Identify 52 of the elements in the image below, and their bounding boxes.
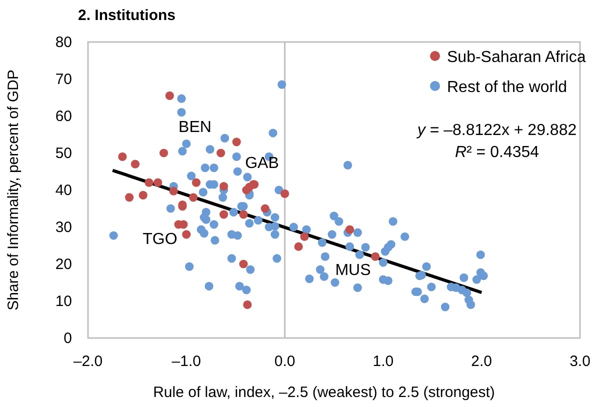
point xyxy=(345,225,354,234)
point xyxy=(182,230,191,239)
y-tick-label: 50 xyxy=(55,145,72,162)
point xyxy=(118,152,127,161)
annotation: BEN xyxy=(178,119,212,136)
x-tick-label: –1.0 xyxy=(172,353,201,370)
y-tick-label: 0 xyxy=(64,330,72,347)
annotation: y = –8.8122x + 29.882 xyxy=(416,122,577,139)
point xyxy=(371,252,380,261)
x-tick-label: 1.0 xyxy=(372,353,394,370)
legend-label: Sub-Saharan Africa xyxy=(447,49,586,66)
point xyxy=(216,148,226,158)
point xyxy=(260,204,270,213)
x-tick-label: 2.0 xyxy=(471,353,492,370)
point xyxy=(245,182,254,192)
y-tick-label: 80 xyxy=(55,34,72,51)
point xyxy=(169,186,178,196)
point xyxy=(159,148,168,158)
point xyxy=(130,160,140,168)
point xyxy=(192,178,201,187)
annotation: TGO xyxy=(142,231,178,248)
y-tick-label: 30 xyxy=(55,219,72,236)
x-tick-label: 3.0 xyxy=(570,353,590,370)
point xyxy=(239,210,248,219)
point xyxy=(243,300,252,309)
point xyxy=(138,190,148,200)
point xyxy=(239,260,248,268)
point xyxy=(144,178,154,187)
point xyxy=(154,178,162,187)
point xyxy=(300,232,309,241)
point xyxy=(232,138,241,146)
y-tick-label: 10 xyxy=(55,293,72,310)
annotation: MUS xyxy=(335,262,371,279)
x-axis-title: Rule of law, index, –2.5 (weakest) to 2.5 (strongest) xyxy=(153,384,495,401)
point xyxy=(219,210,228,219)
y-tick-label: 20 xyxy=(55,256,72,273)
y-tick-label: 60 xyxy=(55,108,72,125)
point xyxy=(165,91,174,100)
point xyxy=(188,193,198,202)
point xyxy=(219,182,228,191)
annotation: GAB xyxy=(245,155,279,172)
y-tick-label: 70 xyxy=(55,71,72,88)
x-tick-label: –2.0 xyxy=(73,353,103,370)
point xyxy=(125,193,134,202)
y-tick-label: 40 xyxy=(55,182,72,199)
chart-title: 2. Institutions xyxy=(78,7,176,24)
y-axis-title: Share of Informality, percent of GDP xyxy=(5,70,22,310)
point xyxy=(280,189,290,198)
x-tick-label: 0.0 xyxy=(274,353,296,370)
legend-label: Rest of the world xyxy=(447,79,568,96)
point xyxy=(294,242,303,251)
annotation: R² = 0.4354 xyxy=(454,144,540,161)
